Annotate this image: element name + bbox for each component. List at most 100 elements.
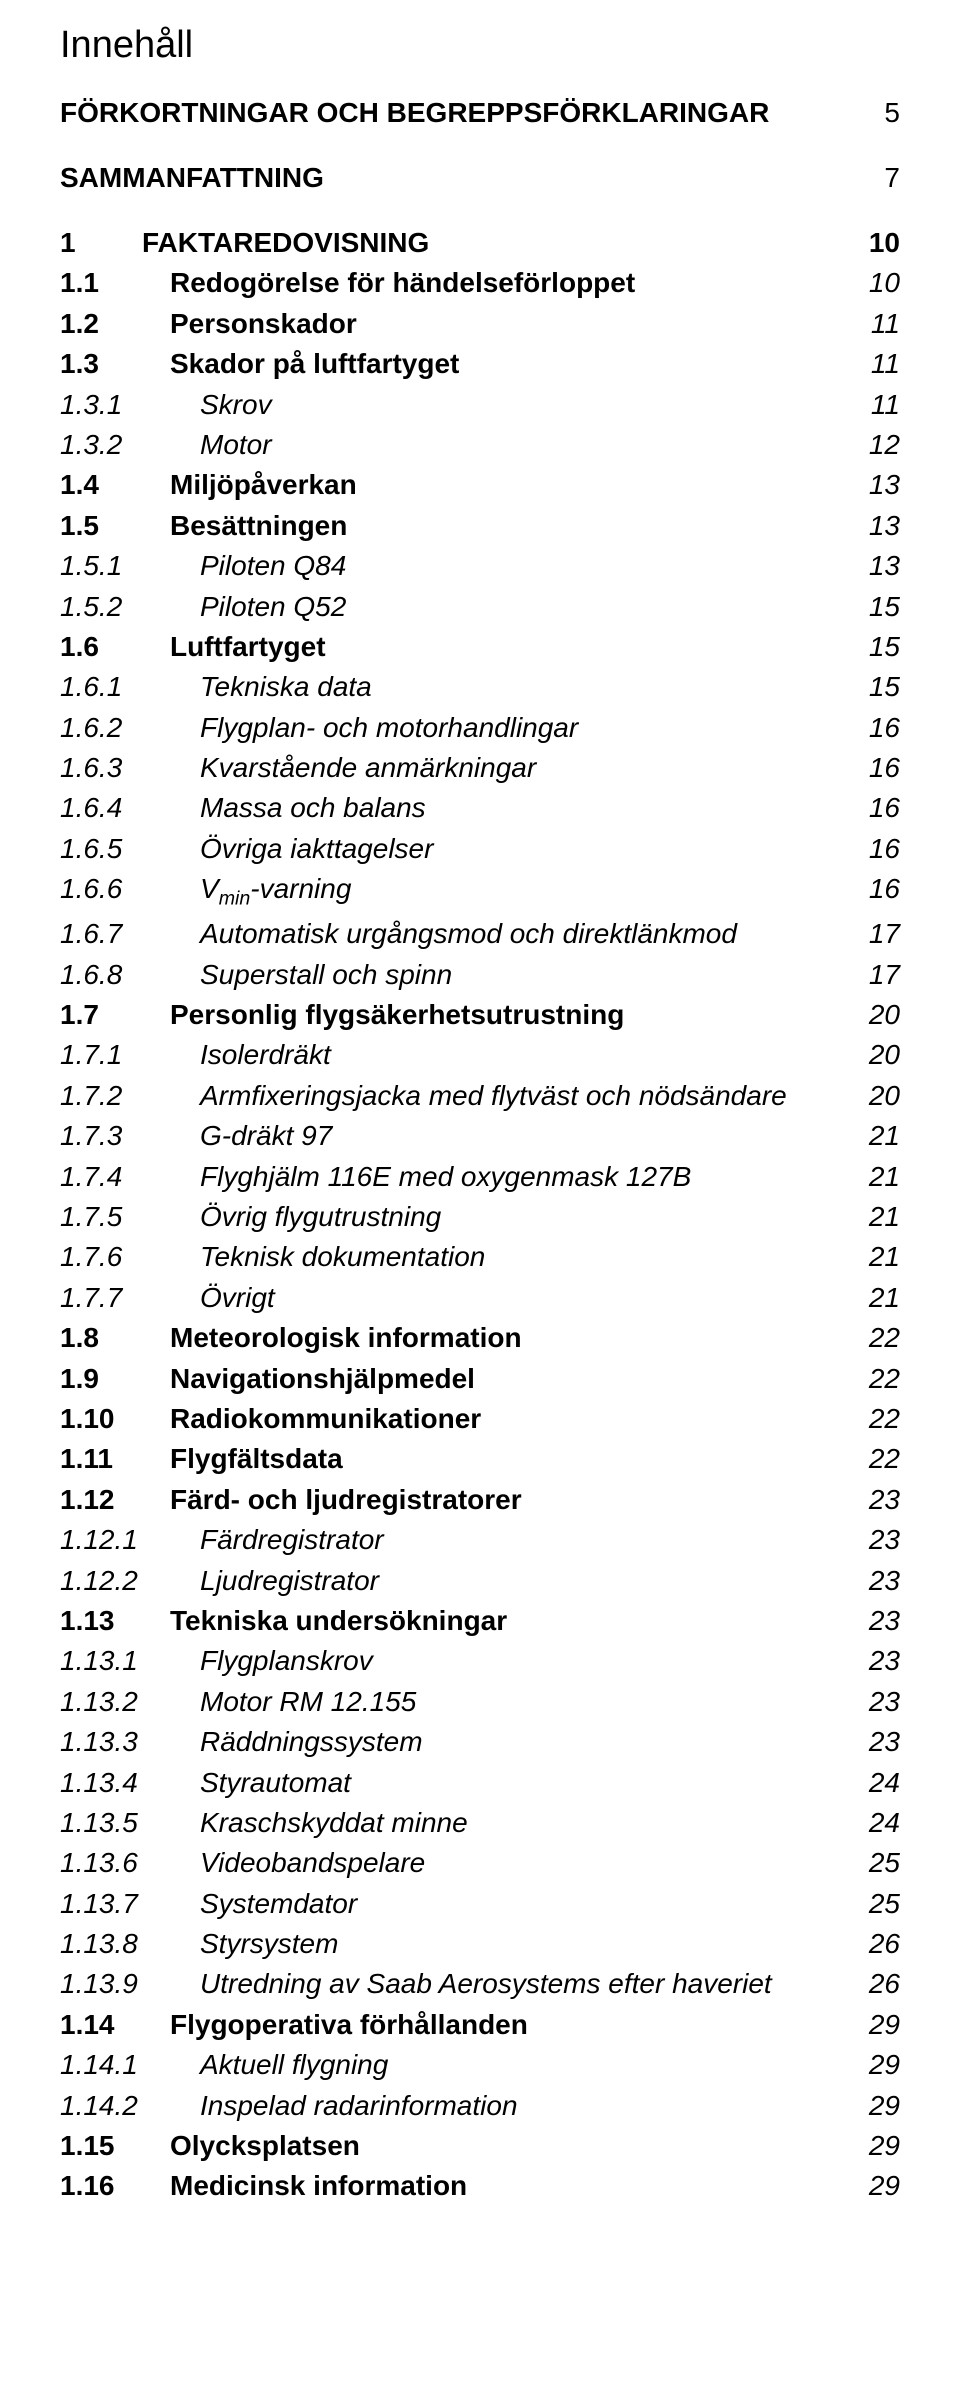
toc-number: 1.6.7 — [60, 916, 200, 952]
toc-label: Skrov — [200, 387, 871, 423]
toc-page: 24 — [869, 1805, 900, 1841]
toc-label: Motor — [200, 427, 869, 463]
toc-row: 1.7.4Flyghjälm 116E med oxygenmask 127B2… — [60, 1159, 900, 1195]
toc-number: 1.7.6 — [60, 1239, 200, 1275]
toc-number: 1.13.4 — [60, 1765, 200, 1801]
toc-row: 1.13.7Systemdator25 — [60, 1886, 900, 1922]
toc-label: Flygfältsdata — [170, 1441, 869, 1477]
toc-label: G-dräkt 97 — [200, 1118, 869, 1154]
toc-row: 1.13.2Motor RM 12.15523 — [60, 1684, 900, 1720]
top-section-row: SAMMANFATTNING7 — [60, 160, 900, 195]
toc-label: Isolerdräkt — [200, 1037, 869, 1073]
toc-number: 1.12.1 — [60, 1522, 200, 1558]
toc-label: Tekniska data — [200, 669, 869, 705]
toc-page: 23 — [869, 1482, 900, 1518]
toc-number: 1.13.5 — [60, 1805, 200, 1841]
toc-number: 1.6.1 — [60, 669, 200, 705]
toc-row: 1.13.3Räddningssystem23 — [60, 1724, 900, 1760]
toc-label: Skador på luftfartyget — [170, 346, 871, 382]
toc-row: 1.12Färd- och ljudregistratorer23 — [60, 1482, 900, 1518]
toc-number: 1.7 — [60, 997, 170, 1033]
toc-page: 11 — [871, 346, 900, 382]
toc-number: 1.13.6 — [60, 1845, 200, 1881]
top-section-page: 5 — [884, 95, 900, 130]
toc-row: 1.7.5Övrig flygutrustning21 — [60, 1199, 900, 1235]
toc-page: 16 — [869, 790, 900, 826]
toc-label: Videobandspelare — [200, 1845, 869, 1881]
toc-label: Flygplanskrov — [200, 1643, 869, 1679]
toc-label: Styrsystem — [200, 1926, 869, 1962]
toc-page: 29 — [869, 2007, 900, 2043]
toc-label: Tekniska undersökningar — [170, 1603, 869, 1639]
toc-label: Kraschskyddat minne — [200, 1805, 869, 1841]
toc-number: 1.7.5 — [60, 1199, 200, 1235]
toc-page: 21 — [869, 1199, 900, 1235]
toc-label: Armfixeringsjacka med flytväst och nödsä… — [200, 1078, 869, 1114]
chapter-page: 10 — [869, 225, 900, 261]
toc-label: Aktuell flygning — [200, 2047, 869, 2083]
toc-label: Inspelad radarinformation — [200, 2088, 869, 2124]
toc-row: 1.5.1Piloten Q8413 — [60, 548, 900, 584]
toc-page: 17 — [869, 957, 900, 993]
toc-label: Utredning av Saab Aerosystems efter have… — [200, 1966, 869, 2002]
toc-number: 1.8 — [60, 1320, 170, 1356]
toc-page: 21 — [869, 1239, 900, 1275]
toc-row: 1.13Tekniska undersökningar23 — [60, 1603, 900, 1639]
toc-label: Vmin-varning — [200, 871, 869, 912]
toc-number: 1.13.2 — [60, 1684, 200, 1720]
chapter-heading: 1 FAKTAREDOVISNING 10 — [60, 225, 900, 261]
toc-row: 1.6Luftfartyget15 — [60, 629, 900, 665]
toc-number: 1.3.1 — [60, 387, 200, 423]
toc-page: 29 — [869, 2168, 900, 2204]
toc-number: 1.6.6 — [60, 871, 200, 907]
toc-page: 15 — [869, 669, 900, 705]
toc-row: 1.6.4Massa och balans16 — [60, 790, 900, 826]
toc-number: 1.10 — [60, 1401, 170, 1437]
toc-number: 1.6.5 — [60, 831, 200, 867]
toc-row: 1.14Flygoperativa förhållanden29 — [60, 2007, 900, 2043]
toc-row: 1.14.1Aktuell flygning29 — [60, 2047, 900, 2083]
toc-row: 1.7.3G-dräkt 9721 — [60, 1118, 900, 1154]
toc-row: 1.6.7Automatisk urgångsmod och direktlän… — [60, 916, 900, 952]
toc-label: Olycksplatsen — [170, 2128, 869, 2164]
toc-number: 1.14.2 — [60, 2088, 200, 2124]
toc-number: 1.4 — [60, 467, 170, 503]
toc-page: 22 — [869, 1401, 900, 1437]
toc-label: Färd- och ljudregistratorer — [170, 1482, 869, 1518]
toc-number: 1.3.2 — [60, 427, 200, 463]
toc-label: Superstall och spinn — [200, 957, 869, 993]
toc-label: Personskador — [170, 306, 871, 342]
toc-number: 1.14.1 — [60, 2047, 200, 2083]
toc-row: 1.6.3Kvarstående anmärkningar16 — [60, 750, 900, 786]
toc-page: 21 — [869, 1159, 900, 1195]
toc-number: 1.6.8 — [60, 957, 200, 993]
toc-page: 25 — [869, 1886, 900, 1922]
toc-entries: 1.1Redogörelse för händelseförloppet101.… — [60, 265, 900, 2204]
top-section-label: FÖRKORTNINGAR OCH BEGREPPSFÖRKLARINGAR — [60, 95, 884, 130]
toc-row: 1.12.2Ljudregistrator23 — [60, 1563, 900, 1599]
toc-row: 1.11Flygfältsdata22 — [60, 1441, 900, 1477]
toc-page: 16 — [869, 750, 900, 786]
toc-number: 1.1 — [60, 265, 170, 301]
toc-number: 1.13.9 — [60, 1966, 200, 2002]
toc-row: 1.13.9Utredning av Saab Aerosystems efte… — [60, 1966, 900, 2002]
toc-row: 1.6.1Tekniska data15 — [60, 669, 900, 705]
toc-label: Luftfartyget — [170, 629, 869, 665]
toc-number: 1.7.1 — [60, 1037, 200, 1073]
toc-page: 26 — [869, 1926, 900, 1962]
toc-row: 1.6.6Vmin-varning16 — [60, 871, 900, 912]
toc-label: Styrautomat — [200, 1765, 869, 1801]
toc-row: 1.3.2Motor12 — [60, 427, 900, 463]
toc-label: Navigationshjälpmedel — [170, 1361, 869, 1397]
toc-row: 1.14.2Inspelad radarinformation29 — [60, 2088, 900, 2124]
toc-row: 1.7.1Isolerdräkt20 — [60, 1037, 900, 1073]
toc-row: 1.3Skador på luftfartyget11 — [60, 346, 900, 382]
toc-page: 20 — [869, 1078, 900, 1114]
toc-number: 1.12 — [60, 1482, 170, 1518]
toc-label: Personlig flygsäkerhetsutrustning — [170, 997, 869, 1033]
toc-page: 15 — [869, 589, 900, 625]
toc-page: 21 — [869, 1118, 900, 1154]
toc-page: 15 — [869, 629, 900, 665]
toc-row: 1.7.7Övrigt21 — [60, 1280, 900, 1316]
toc-row: 1.13.6Videobandspelare25 — [60, 1845, 900, 1881]
